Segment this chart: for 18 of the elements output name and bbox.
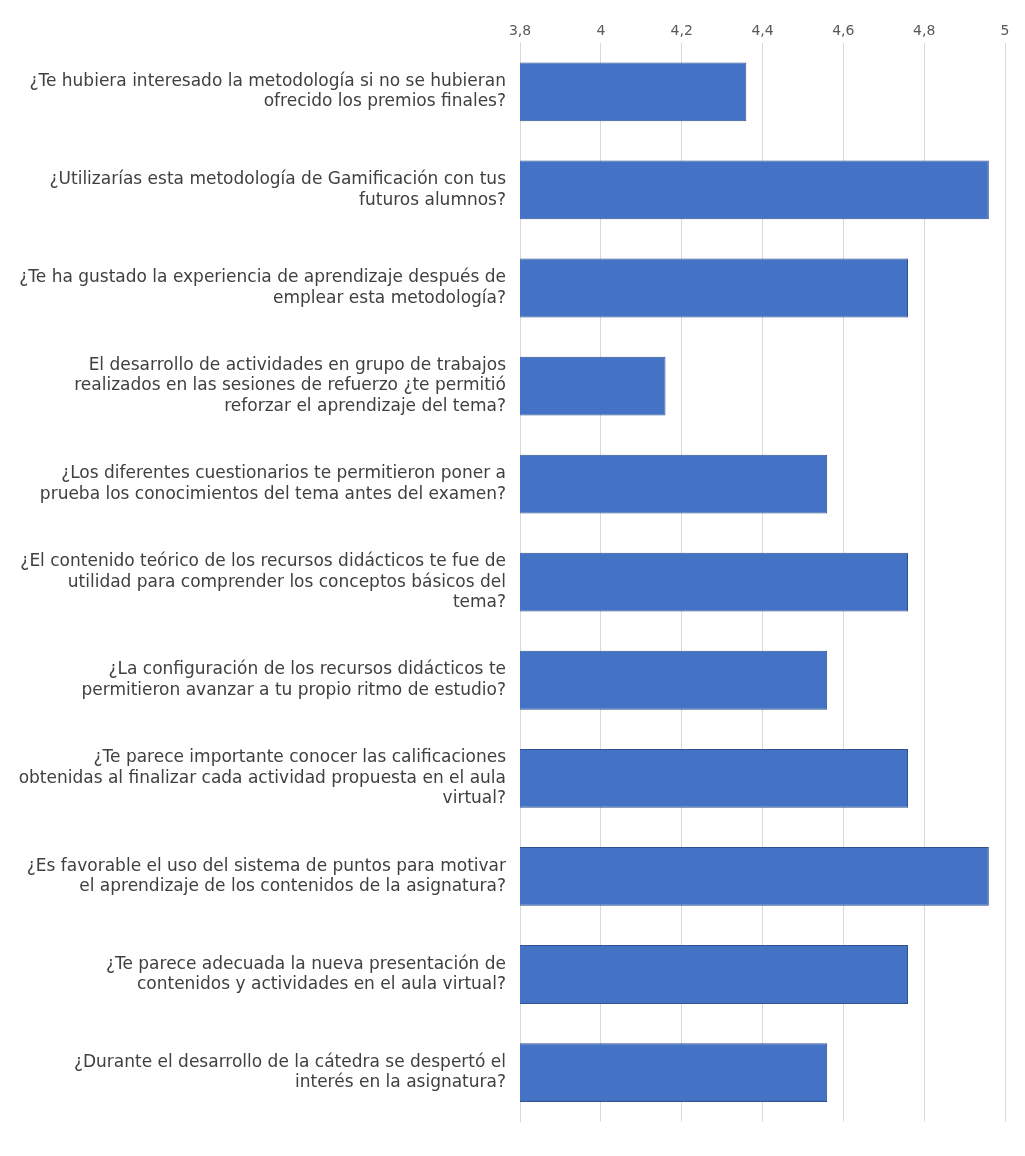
y-tick-label: ¿La configuración de los recursos didácticos te permitieron avanzar a tu propio ritmo de estudio? xyxy=(81,658,506,699)
y-tick-label: ¿Te parece importante conocer las calificaciones obtenidas al finalizar cada actividad propuesta en el aula virtual? xyxy=(18,746,507,808)
y-tick-label: ¿El contenido teórico de los recursos didácticos te fue de utilidad para comprender los conceptos básicos del tema? xyxy=(20,550,506,612)
y-tick-label: ¿Utilizarías esta metodología de Gamificación con tus futuros alumnos? xyxy=(49,168,507,209)
x-tick-label: 4,2 xyxy=(670,22,693,39)
x-tick-label: 4,6 xyxy=(832,22,855,39)
x-tick-label: 4,8 xyxy=(913,22,936,39)
x-tick-label: 4 xyxy=(596,22,606,39)
y-tick-label: ¿Te hubiera interesado la metodología si no se hubieran ofrecido los premios finales? xyxy=(29,70,506,111)
y-tick-label: El desarrollo de actividades en grupo de trabajos realizados en las sesiones de refuerzo ¿te permitió reforzar el aprendizaje del tema? xyxy=(74,354,507,415)
y-tick-label: ¿Los diferentes cuestionarios te permitieron poner a prueba los conocimientos del tema antes del examen? xyxy=(39,462,506,503)
y-tick-label: ¿Te ha gustado la experiencia de aprendizaje después de emplear esta metodología? xyxy=(19,266,506,307)
x-tick-label: 5 xyxy=(1000,22,1010,39)
x-tick-label: 3,8 xyxy=(508,22,532,39)
y-tick-label: ¿Durante el desarrollo de la cátedra se despertó el interés en la asignatura? xyxy=(73,1050,506,1092)
y-tick-label: ¿Te parece adecuada la nueva presentación de contenidos y actividades en el aula virtual? xyxy=(105,952,506,994)
x-tick-label: 4,4 xyxy=(751,22,774,39)
y-tick-label: ¿Es favorable el uso del sistema de puntos para motivar el aprendizaje de los contenidos de la asignatura? xyxy=(26,854,507,896)
